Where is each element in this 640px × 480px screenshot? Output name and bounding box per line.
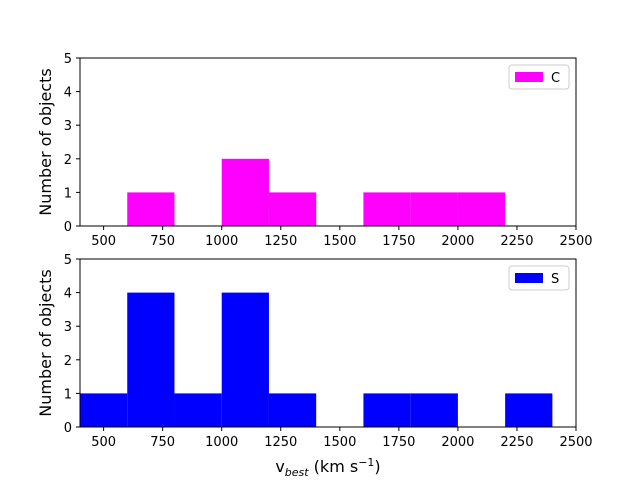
bottom-x-tick-label-2250: 2250	[500, 435, 533, 450]
bottom-x-tick-label-2500: 2500	[559, 435, 592, 450]
bottom-y-axis-label: Number of objects	[36, 269, 55, 417]
bottom-histogram-bar-600-800	[127, 292, 175, 427]
bottom-histogram-bar-1000-1200	[221, 292, 269, 427]
bottom-y-tick-label-1: 1	[64, 387, 72, 402]
top-y-tick-label-3: 3	[64, 119, 72, 134]
bottom-panel-s: 500 750 1000 1250 1500 1750 2000 2250 2500 0 1 2 3 4 5…	[36, 253, 593, 450]
top-y-tick-label-0: 0	[64, 220, 72, 235]
bottom-x-tick-label-500: 500	[91, 435, 116, 450]
top-panel-c: 500 750 1000 1250 1500 1750 2000 2250 2500 0 1 2 3 4 5…	[36, 52, 593, 249]
bottom-histogram-bar-1200-1400	[268, 393, 317, 427]
top-histogram-bar-2000-2200	[457, 192, 506, 226]
top-x-tick-label-2250: 2250	[500, 234, 533, 249]
top-y-tick-label-1: 1	[64, 186, 72, 201]
top-x-tick-label-2500: 2500	[559, 234, 592, 249]
top-y-axis-label: Number of objects	[36, 68, 55, 216]
top-y-tick-label-5: 5	[64, 52, 72, 67]
bottom-x-tick-label-1250: 1250	[264, 435, 297, 450]
bottom-axes-frame	[79, 258, 577, 428]
bottom-histogram-bar-1600-1800	[363, 393, 411, 427]
bottom-x-tick-label-1750: 1750	[382, 435, 415, 450]
bottom-histogram-bar-1800-2000	[410, 393, 458, 427]
top-x-tick-label-1750: 1750	[382, 234, 415, 249]
top-histogram-bar-600-800	[127, 192, 175, 226]
top-x-tick-label-1250: 1250	[264, 234, 297, 249]
bottom-x-tick-label-750: 750	[150, 435, 175, 450]
bottom-legend-swatch	[515, 273, 543, 283]
top-histogram-bar-1600-1800	[363, 192, 411, 226]
bottom-legend-label: S	[551, 272, 559, 287]
top-x-tick-label-2000: 2000	[441, 234, 474, 249]
bottom-y-tick-label-0: 0	[64, 421, 72, 436]
top-x-tick-label-750: 750	[150, 234, 175, 249]
bottom-y-tick-label-5: 5	[64, 253, 72, 268]
top-legend-label: C	[551, 71, 560, 86]
top-legend-swatch	[515, 72, 543, 82]
top-y-tick-label-2: 2	[64, 153, 72, 168]
bottom-y-tick-label-2: 2	[64, 354, 72, 369]
top-histogram-bar-1800-2000	[410, 192, 458, 226]
bottom-y-tick-label-3: 3	[64, 320, 72, 335]
x-axis-label: vbest (km s−1)	[275, 456, 380, 479]
bottom-x-tick-label-1000: 1000	[205, 435, 238, 450]
top-histogram-bar-1000-1200	[221, 158, 269, 226]
top-x-tick-label-1000: 1000	[205, 234, 238, 249]
bottom-histogram-bar-800-1000	[174, 393, 222, 427]
bottom-histogram-bar-2200-2400	[505, 393, 553, 427]
bottom-x-tick-label-2000: 2000	[441, 435, 474, 450]
top-x-tick-label-1500: 1500	[323, 234, 356, 249]
top-histogram-bar-1200-1400	[268, 192, 317, 226]
bottom-x-tick-label-1500: 1500	[323, 435, 356, 450]
bottom-histogram-bar-400-600	[80, 393, 128, 427]
top-axes-frame	[79, 57, 577, 227]
top-y-tick-label-4: 4	[64, 86, 72, 101]
bottom-y-tick-label-4: 4	[64, 287, 72, 302]
top-x-tick-label-500: 500	[91, 234, 116, 249]
